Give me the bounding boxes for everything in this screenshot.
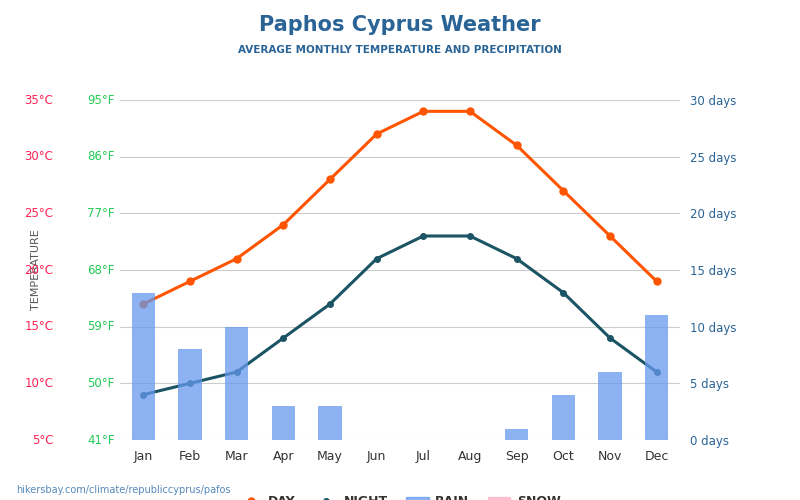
- Bar: [598, 372, 622, 440]
- Bar: [272, 406, 295, 440]
- Bar: [132, 292, 155, 440]
- Text: 15°C: 15°C: [24, 320, 54, 333]
- Text: 10°C: 10°C: [24, 377, 54, 390]
- Bar: [505, 428, 528, 440]
- Text: 59°F: 59°F: [87, 320, 114, 333]
- Text: 41°F: 41°F: [87, 434, 114, 446]
- Bar: [552, 394, 575, 440]
- Text: AVERAGE MONTHLY TEMPERATURE AND PRECIPITATION: AVERAGE MONTHLY TEMPERATURE AND PRECIPIT…: [238, 45, 562, 55]
- Text: 35°C: 35°C: [25, 94, 54, 106]
- Text: hikersbay.com/climate/republiccyprus/pafos: hikersbay.com/climate/republiccyprus/paf…: [16, 485, 230, 495]
- Text: 68°F: 68°F: [87, 264, 114, 276]
- Text: 5°C: 5°C: [32, 434, 54, 446]
- Text: 95°F: 95°F: [87, 94, 114, 106]
- Bar: [178, 350, 202, 440]
- Text: Paphos Cyprus Weather: Paphos Cyprus Weather: [259, 15, 541, 35]
- Y-axis label: TEMPERATURE: TEMPERATURE: [31, 230, 41, 310]
- Bar: [225, 326, 248, 440]
- Text: 86°F: 86°F: [87, 150, 114, 163]
- Legend: DAY, NIGHT, RAIN, SNOW: DAY, NIGHT, RAIN, SNOW: [234, 490, 566, 500]
- Text: 25°C: 25°C: [24, 207, 54, 220]
- Bar: [318, 406, 342, 440]
- Text: 30°C: 30°C: [25, 150, 54, 163]
- Text: 20°C: 20°C: [24, 264, 54, 276]
- Bar: [645, 316, 668, 440]
- Text: 77°F: 77°F: [87, 207, 114, 220]
- Text: 50°F: 50°F: [87, 377, 114, 390]
